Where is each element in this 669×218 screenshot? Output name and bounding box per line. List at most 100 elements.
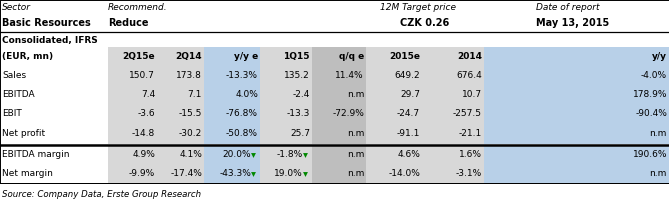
Text: -43.3%: -43.3% [219,169,251,178]
Text: EBITDA margin: EBITDA margin [2,150,70,159]
Text: n.m: n.m [650,169,667,178]
Bar [260,104,312,123]
Text: 2014: 2014 [457,52,482,61]
Text: 4.1%: 4.1% [179,150,202,159]
Bar [260,145,312,164]
Text: -50.8%: -50.8% [226,129,258,138]
Text: Recommend.: Recommend. [108,3,168,12]
Text: 190.6%: 190.6% [632,150,667,159]
Bar [312,164,366,183]
Text: Consolidated, IFRS: Consolidated, IFRS [2,36,98,44]
Bar [204,145,260,164]
Text: Basic Resources: Basic Resources [2,19,91,29]
Bar [157,123,204,144]
Text: 11.4%: 11.4% [335,71,364,80]
Text: q/q e: q/q e [339,52,364,61]
Text: n.m: n.m [650,129,667,138]
Bar [366,123,422,144]
Text: Sector: Sector [2,3,31,12]
Bar [366,47,422,66]
Bar [422,66,484,85]
Text: Sales: Sales [2,71,26,80]
Text: -15.5: -15.5 [179,109,202,118]
Bar [312,47,366,66]
Text: EBIT: EBIT [2,109,22,118]
Text: -90.4%: -90.4% [635,109,667,118]
Text: 2Q14: 2Q14 [175,52,202,61]
Bar [312,85,366,104]
Bar [484,145,669,164]
Text: -30.2: -30.2 [179,129,202,138]
Bar [108,104,157,123]
Text: Reduce: Reduce [108,19,149,29]
Text: -9.9%: -9.9% [128,169,155,178]
Text: -4.0%: -4.0% [641,71,667,80]
Bar [422,123,484,144]
Text: n.m: n.m [347,150,364,159]
Text: 25.7: 25.7 [290,129,310,138]
Text: 19.0%: 19.0% [274,169,303,178]
Bar [422,104,484,123]
Bar [157,164,204,183]
Text: n.m: n.m [347,129,364,138]
Text: 676.4: 676.4 [456,71,482,80]
Bar [204,85,260,104]
Text: 1.6%: 1.6% [459,150,482,159]
Bar [157,47,204,66]
Bar [108,66,157,85]
Text: n.m: n.m [347,90,364,99]
Bar [484,66,669,85]
Text: -21.1: -21.1 [459,129,482,138]
Bar [204,104,260,123]
Text: 135.2: 135.2 [284,71,310,80]
Text: -24.7: -24.7 [397,109,420,118]
Text: 29.7: 29.7 [400,90,420,99]
Bar [108,123,157,144]
Text: Date of report: Date of report [536,3,599,12]
Text: 1Q15: 1Q15 [284,52,310,61]
Bar [108,145,157,164]
Text: 7.4: 7.4 [140,90,155,99]
Text: 12M Target price: 12M Target price [380,3,456,12]
Text: 7.1: 7.1 [187,90,202,99]
Text: -76.8%: -76.8% [226,109,258,118]
Bar [260,47,312,66]
Text: 4.9%: 4.9% [132,150,155,159]
Bar [366,104,422,123]
Text: y/y: y/y [652,52,667,61]
Bar [312,123,366,144]
Text: 178.9%: 178.9% [632,90,667,99]
Text: 4.0%: 4.0% [235,90,258,99]
Text: 150.7: 150.7 [129,71,155,80]
Bar [260,85,312,104]
Text: (EUR, mn): (EUR, mn) [2,52,53,61]
Bar [260,123,312,144]
Text: Net margin: Net margin [2,169,53,178]
Text: n.m: n.m [347,169,364,178]
Text: May 13, 2015: May 13, 2015 [536,19,609,29]
Bar [422,85,484,104]
Text: -2.4: -2.4 [292,90,310,99]
Text: -91.1: -91.1 [397,129,420,138]
Text: -14.8: -14.8 [132,129,155,138]
Text: -13.3: -13.3 [286,109,310,118]
Bar [157,145,204,164]
Text: CZK 0.26: CZK 0.26 [400,19,450,29]
Bar [2,47,108,66]
Text: -1.8%: -1.8% [277,150,303,159]
Bar [422,164,484,183]
Bar [260,164,312,183]
Bar [312,145,366,164]
Bar [366,85,422,104]
Text: -257.5: -257.5 [453,109,482,118]
Bar [484,104,669,123]
Text: -3.6: -3.6 [137,109,155,118]
Bar [484,85,669,104]
Bar [204,47,260,66]
Bar [157,66,204,85]
Bar [422,47,484,66]
Bar [366,164,422,183]
Bar [422,145,484,164]
Bar [108,47,157,66]
Bar [204,66,260,85]
